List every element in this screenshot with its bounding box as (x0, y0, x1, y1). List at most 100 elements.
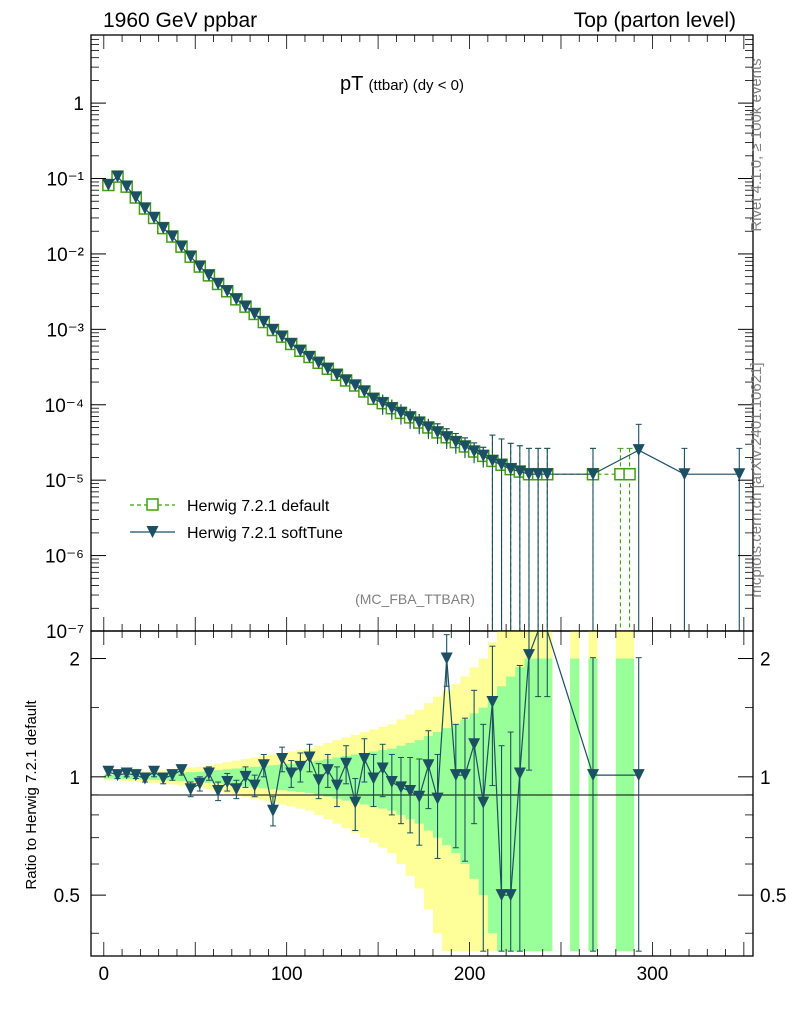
ratio-point (376, 762, 389, 775)
ratio-point (522, 649, 535, 662)
ratio-point (239, 770, 252, 783)
data-point-softtune (175, 240, 188, 253)
ratio-ylabel: Ratio to Herwig 7.2.1 default (23, 700, 40, 890)
ratio-point (111, 769, 124, 782)
data-point-softtune (148, 211, 161, 224)
ratio-point (129, 769, 142, 782)
band-green (268, 765, 279, 790)
legend-marker-triangle (146, 526, 159, 538)
band-green (524, 658, 535, 952)
data-point-softtune (532, 468, 545, 481)
band-green (277, 764, 288, 791)
data-point-softtune (358, 385, 371, 398)
ratio-point (120, 767, 133, 780)
y-tick-label: 10⁻⁶ (45, 547, 84, 568)
ratio-point (394, 781, 407, 794)
data-point-softtune (458, 440, 471, 453)
ratio-point (102, 765, 115, 778)
source-label: mcplots.cern.ch [arXiv:2401.10621] (748, 362, 765, 597)
x-tick-label: 0 (99, 964, 110, 985)
ratio-point (385, 776, 398, 789)
y-tick-label: 10⁻⁴ (45, 396, 84, 417)
ratio-point (504, 889, 517, 902)
ratio-point (404, 785, 417, 798)
data-point-softtune (129, 191, 142, 204)
band-green (533, 658, 544, 952)
data-point-softtune (413, 416, 426, 429)
ratio-point (184, 783, 197, 796)
ratio-y-tick-label: 0.5 (54, 886, 80, 907)
ratio-point (248, 779, 261, 792)
y-tick-label: 10⁻⁷ (46, 622, 84, 643)
data-point-softtune (321, 362, 334, 375)
legend-label-softtune: Herwig 7.2.1 softTune (187, 525, 343, 542)
data-point-softtune (257, 316, 270, 329)
data-point-softtune (422, 421, 435, 434)
y-tick-label: 10⁻¹ (47, 170, 85, 191)
data-point-softtune (486, 454, 499, 467)
band-green (615, 658, 635, 952)
data-point-softtune (193, 260, 206, 273)
band-green (176, 772, 187, 782)
ratio-y-tick-label-right: 2 (760, 650, 771, 671)
data-point-softtune (248, 307, 261, 320)
data-point-softtune (431, 426, 444, 439)
legend-label-default: Herwig 7.2.1 default (187, 498, 330, 515)
data-point-softtune (632, 444, 645, 457)
data-point-softtune (303, 350, 316, 363)
band-green (231, 768, 242, 786)
ratio-y-tick-label: 2 (69, 650, 80, 671)
ratio-panel: 0.5 0.5 1 1 2 2 0 100 200 300 Ratio to Herwig 7.… (23, 630, 786, 985)
band-green (542, 658, 553, 952)
data-point-softtune (157, 222, 170, 235)
ratio-point (221, 776, 234, 789)
ratio-point (138, 772, 151, 785)
data-point-softtune (449, 436, 462, 449)
ratio-point (312, 774, 325, 787)
header-right-label: Top (parton level) (574, 9, 736, 32)
ratio-point (440, 652, 453, 665)
ratio-point (202, 767, 215, 780)
ratio-y-tick-label-right: 0.5 (760, 886, 786, 907)
data-point-softtune (376, 397, 389, 410)
ratio-point (303, 751, 316, 764)
data-point-softtune (733, 468, 746, 481)
data-point-softtune (394, 406, 407, 419)
ratio-point (468, 738, 481, 751)
data-point-softtune (221, 285, 234, 298)
watermark: (MC_FBA_TTBAR) (355, 591, 475, 607)
ratio-point (321, 764, 334, 777)
ratio-point (413, 790, 426, 803)
ratio-point (212, 785, 225, 798)
data-point-softtune (340, 374, 353, 387)
ratio-point (513, 767, 526, 780)
ratio-y-tick-label: 1 (69, 768, 80, 789)
data-point-softtune (330, 368, 343, 381)
legend-item-default: Herwig 7.2.1 default (130, 498, 330, 515)
y-tick-label: 1 (73, 94, 84, 115)
ratio-point (458, 769, 471, 782)
data-point-softtune (285, 337, 298, 350)
legend-item-softtune: Herwig 7.2.1 softTune (130, 525, 343, 542)
data-point-softtune (522, 468, 535, 481)
ratio-point (175, 764, 188, 777)
data-point-softtune (349, 379, 362, 392)
data-point-softtune (120, 180, 133, 193)
data-point-softtune (541, 468, 554, 481)
data-point-softtune (212, 277, 225, 290)
ratio-point (358, 753, 371, 766)
ratio-point (148, 765, 161, 778)
y-tick-label: 10⁻² (47, 245, 85, 266)
ratio-point (486, 696, 499, 709)
y-tick-label: 10⁻³ (47, 320, 85, 341)
x-tick-label: 100 (271, 964, 303, 985)
data-point-softtune (266, 324, 279, 337)
ratio-point (340, 757, 353, 770)
data-point-softtune (102, 179, 115, 192)
data-point-softtune (230, 293, 243, 306)
data-point-softtune (367, 392, 380, 405)
data-point-softtune (166, 230, 179, 243)
band-green (213, 770, 224, 784)
header-left-label: 1960 GeV ppbar (103, 9, 257, 32)
